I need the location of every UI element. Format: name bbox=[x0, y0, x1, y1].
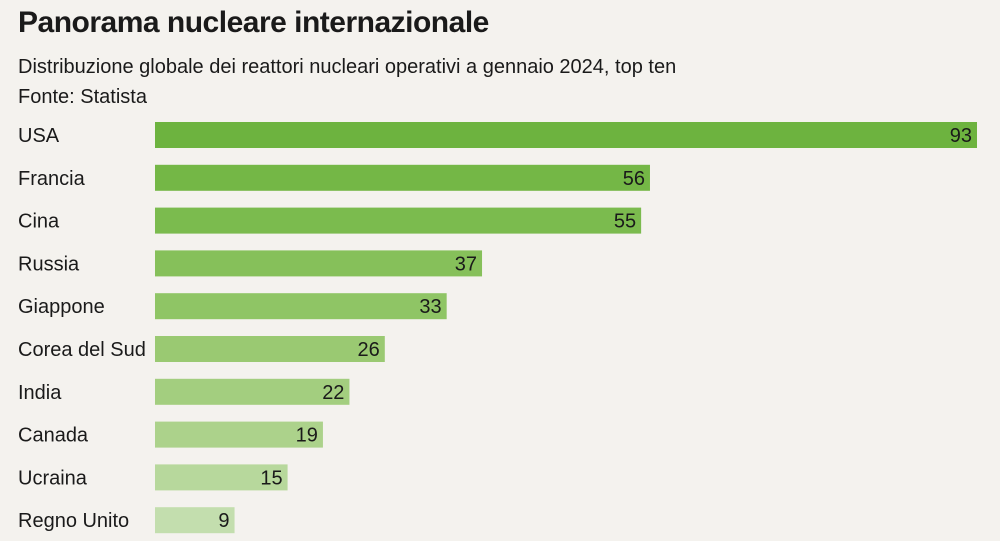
value-label: 19 bbox=[296, 425, 318, 447]
value-label: 37 bbox=[455, 253, 477, 275]
bar bbox=[155, 250, 483, 277]
category-label: Russia bbox=[18, 253, 80, 275]
bar bbox=[155, 378, 350, 405]
value-label: 93 bbox=[950, 125, 972, 147]
category-label: Ucraina bbox=[18, 467, 88, 489]
value-label: 33 bbox=[419, 296, 441, 318]
category-label: Francia bbox=[18, 168, 86, 190]
value-label: 56 bbox=[623, 168, 645, 190]
category-label: Cina bbox=[18, 211, 60, 233]
bar bbox=[155, 164, 650, 191]
bar bbox=[155, 122, 977, 148]
category-label: Regno Unito bbox=[18, 510, 129, 532]
bar bbox=[155, 336, 385, 362]
category-label: India bbox=[18, 382, 62, 404]
bar bbox=[155, 421, 323, 448]
bar bbox=[155, 207, 642, 234]
category-label: Canada bbox=[18, 425, 89, 447]
value-label: 26 bbox=[358, 339, 380, 361]
bar bbox=[155, 507, 235, 534]
value-label: 55 bbox=[614, 211, 636, 233]
value-label: 22 bbox=[322, 382, 344, 404]
category-label: USA bbox=[18, 125, 60, 147]
category-label: Giappone bbox=[18, 296, 105, 318]
chart-source: Fonte: Statista bbox=[18, 86, 147, 108]
bar bbox=[155, 464, 288, 491]
value-label: 15 bbox=[260, 467, 282, 489]
chart-subtitle: Distribuzione globale dei reattori nucle… bbox=[18, 56, 677, 78]
bar bbox=[155, 293, 447, 320]
chart-title: Panorama nucleare internazionale bbox=[18, 6, 489, 39]
category-label: Corea del Sud bbox=[18, 339, 146, 361]
value-label: 9 bbox=[218, 510, 229, 532]
